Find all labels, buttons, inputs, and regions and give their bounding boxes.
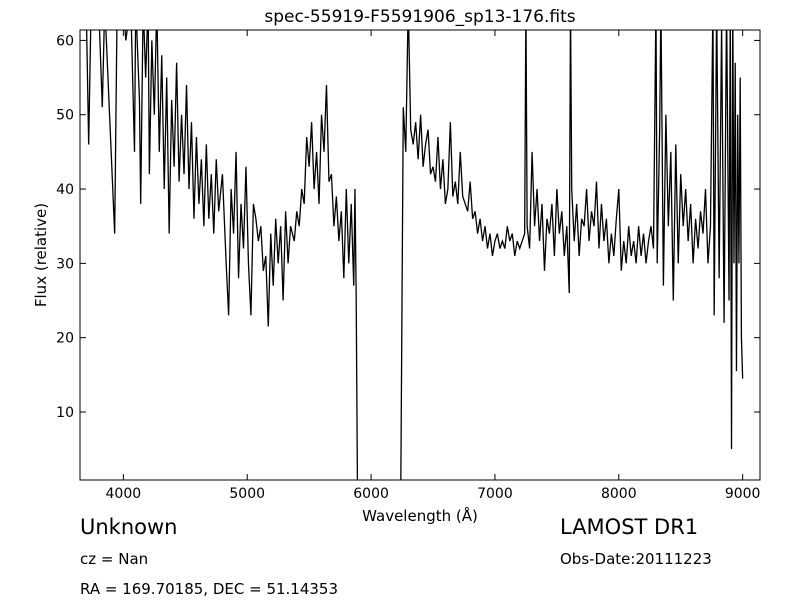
obs-date: Obs-Date:20111223 bbox=[560, 550, 712, 568]
spectrum-line bbox=[86, 30, 744, 480]
plot-frame bbox=[79, 29, 761, 481]
x-tick-label: 9000 bbox=[725, 486, 761, 502]
coordinates: RA = 169.70185, DEC = 51.14353 bbox=[80, 580, 338, 598]
y-tick-label: 30 bbox=[56, 256, 74, 272]
object-class: Unknown bbox=[80, 515, 177, 539]
x-tick-label: 6000 bbox=[353, 486, 389, 502]
y-tick-label: 40 bbox=[56, 182, 74, 198]
y-tick-label: 10 bbox=[56, 405, 74, 421]
x-axis-label: Wavelength (Å) bbox=[362, 506, 478, 525]
chart-title: spec-55919-F5591906_sp13-176.fits bbox=[264, 7, 575, 27]
x-tick-label: 5000 bbox=[229, 486, 265, 502]
x-tick-label: 8000 bbox=[601, 486, 637, 502]
y-tick-label: 50 bbox=[56, 108, 74, 124]
x-tick-label: 7000 bbox=[477, 486, 513, 502]
plot-area bbox=[86, 30, 744, 480]
y-tick-label: 60 bbox=[56, 33, 74, 49]
y-tick-label: 20 bbox=[56, 331, 74, 347]
y-axis-label: Flux (relative) bbox=[32, 203, 50, 307]
x-tick-label: 4000 bbox=[106, 486, 142, 502]
survey-name: LAMOST DR1 bbox=[560, 515, 698, 539]
redshift: cz = Nan bbox=[80, 550, 148, 568]
